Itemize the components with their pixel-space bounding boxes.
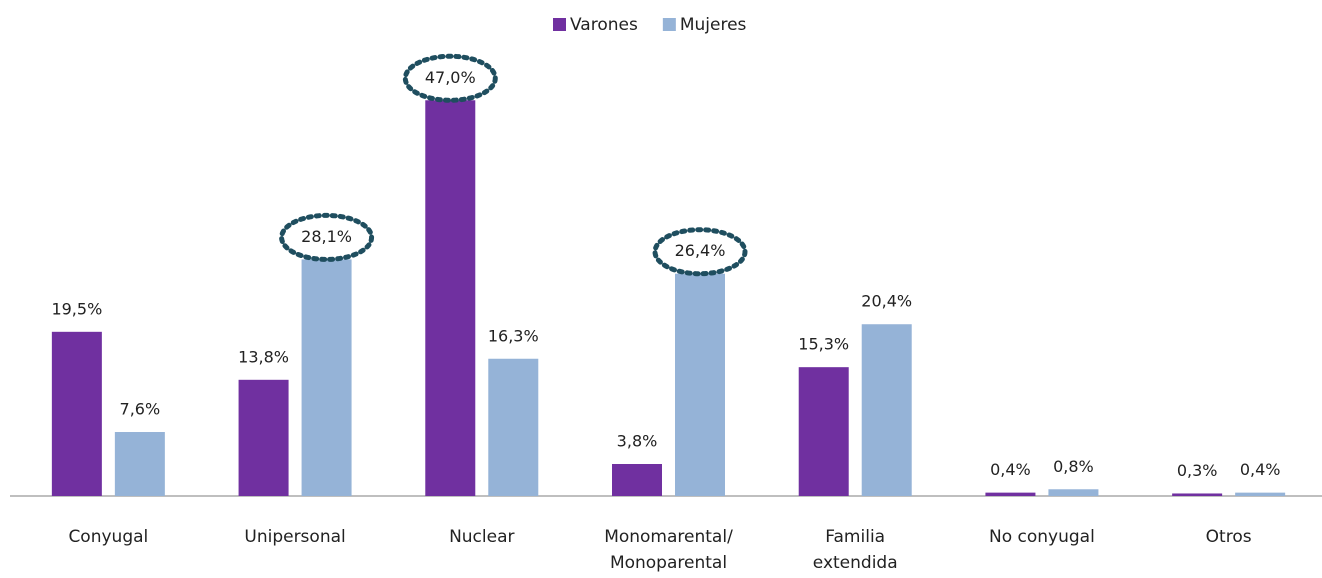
- data-label: 13,8%: [238, 347, 289, 366]
- highlight-ring: [652, 227, 748, 277]
- bar: [985, 492, 1036, 496]
- bar: [238, 379, 289, 496]
- bar: [425, 100, 476, 496]
- data-label: 15,3%: [798, 335, 849, 354]
- bar: [114, 432, 165, 496]
- x-tick-label: Unipersonal: [244, 527, 346, 547]
- data-label: 16,3%: [488, 326, 539, 345]
- data-label: 19,5%: [51, 299, 102, 318]
- bar: [488, 358, 539, 496]
- x-tick-label: Familia extendida: [812, 527, 898, 573]
- bar: [798, 367, 849, 496]
- bar: [51, 331, 102, 496]
- highlight-ring: [279, 212, 375, 262]
- x-tick-label: Otros: [1205, 527, 1252, 547]
- data-label: 47,0%: [425, 68, 476, 87]
- bar: [612, 464, 662, 496]
- highlight-ring: [402, 53, 498, 103]
- data-label: 20,4%: [861, 292, 912, 311]
- x-tick-label: Conyugal: [68, 527, 149, 547]
- bar: [301, 259, 352, 496]
- data-label: 0,8%: [1053, 457, 1094, 476]
- data-label: 3,8%: [617, 432, 658, 451]
- x-tick-label: Monomarental/ Monoparental: [604, 527, 733, 573]
- data-label: 28,1%: [301, 227, 352, 246]
- data-label: 0,4%: [990, 460, 1031, 479]
- legend-swatch: [553, 18, 566, 31]
- data-label: 7,6%: [120, 400, 161, 419]
- x-tick-label: Nuclear: [449, 527, 515, 547]
- bar: [861, 324, 912, 496]
- data-label: 0,3%: [1177, 461, 1218, 480]
- x-tick-label: No conyugal: [989, 527, 1095, 547]
- data-label: 0,4%: [1240, 460, 1281, 479]
- data-label: 26,4%: [675, 241, 726, 260]
- legend-label: Varones: [570, 15, 638, 35]
- bar: [1048, 489, 1099, 496]
- bar: [1235, 492, 1286, 496]
- bar: [675, 273, 725, 496]
- bar: [1172, 493, 1223, 496]
- legend-swatch: [662, 18, 676, 31]
- legend-label: Mujeres: [680, 15, 747, 35]
